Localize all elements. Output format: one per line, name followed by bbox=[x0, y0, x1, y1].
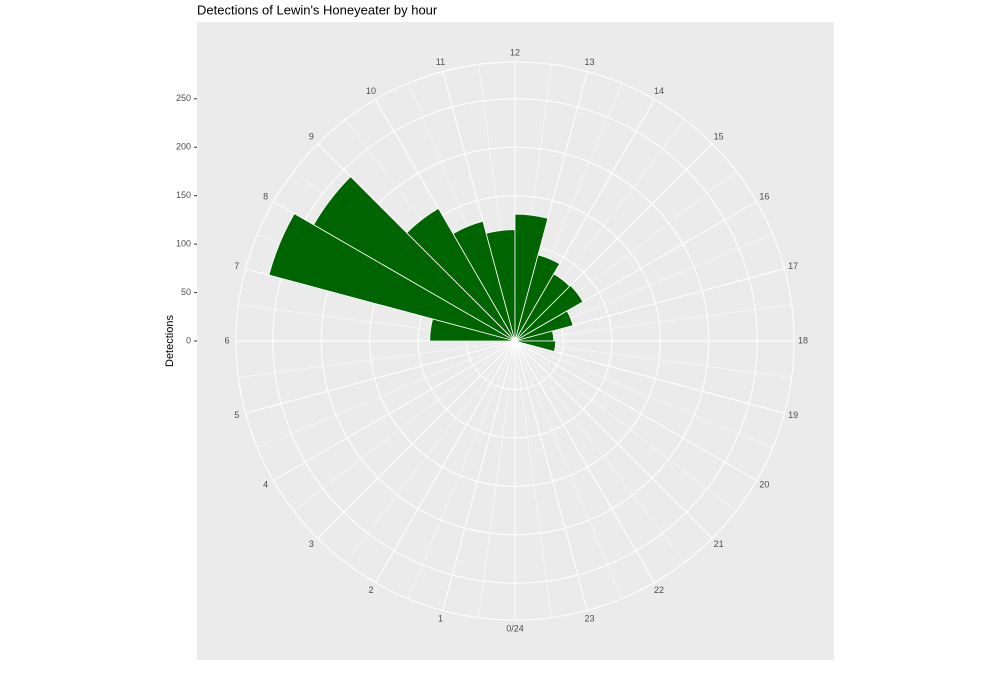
spoke bbox=[408, 340, 516, 599]
x-tick-label: 10 bbox=[366, 86, 376, 96]
spoke bbox=[514, 340, 773, 448]
x-tick-label: 12 bbox=[510, 47, 520, 57]
x-tick-label: 5 bbox=[234, 410, 239, 420]
x-tick-label: 6 bbox=[224, 335, 229, 345]
y-axis-label: Detections bbox=[164, 315, 176, 367]
bar bbox=[514, 340, 557, 353]
spoke bbox=[273, 340, 516, 481]
spoke bbox=[238, 340, 516, 378]
y-tick-label: 0 bbox=[186, 335, 191, 345]
spoke bbox=[375, 340, 516, 583]
bar bbox=[313, 176, 516, 342]
x-tick-label: 3 bbox=[309, 539, 314, 549]
y-tick-label: 50 bbox=[181, 287, 191, 297]
bar bbox=[452, 220, 516, 342]
chart-title: Detections of Lewin's Honeyeater by hour bbox=[197, 2, 438, 17]
spoke bbox=[293, 340, 516, 512]
spoke bbox=[245, 340, 516, 414]
spoke bbox=[514, 340, 552, 618]
x-tick-label: 20 bbox=[759, 479, 769, 489]
x-tick-label: 9 bbox=[309, 132, 314, 142]
y-tick-label: 200 bbox=[176, 142, 191, 152]
spoke bbox=[317, 340, 516, 539]
bar bbox=[268, 213, 516, 342]
x-tick-label: 11 bbox=[436, 57, 445, 67]
grid-circle bbox=[369, 195, 661, 487]
spoke bbox=[514, 340, 757, 481]
spoke bbox=[514, 340, 588, 611]
bar bbox=[514, 284, 584, 342]
x-tick-label: 16 bbox=[759, 191, 769, 201]
x-tick-label: 22 bbox=[654, 585, 664, 595]
y-tick-label: 150 bbox=[176, 190, 191, 200]
spoke bbox=[442, 340, 516, 611]
spoke bbox=[514, 304, 792, 342]
x-tick-label: 18 bbox=[798, 335, 808, 345]
spoke bbox=[514, 340, 655, 583]
spoke bbox=[257, 340, 516, 448]
x-tick-label: 1 bbox=[438, 614, 443, 624]
spoke bbox=[344, 340, 516, 563]
spoke bbox=[514, 340, 785, 414]
x-tick-label: 19 bbox=[788, 410, 798, 420]
y-tick-label: 250 bbox=[176, 93, 191, 103]
spoke bbox=[514, 340, 737, 512]
x-tick-label: 0/24 bbox=[506, 623, 524, 633]
spoke bbox=[514, 340, 792, 378]
x-tick-label: 13 bbox=[585, 57, 595, 67]
x-tick-label: 17 bbox=[788, 261, 798, 271]
x-tick-label: 7 bbox=[234, 261, 239, 271]
x-tick-label: 15 bbox=[714, 132, 724, 142]
spoke bbox=[478, 340, 516, 618]
bar bbox=[406, 207, 516, 342]
spoke bbox=[514, 340, 713, 539]
y-tick-label: 100 bbox=[176, 239, 191, 249]
x-tick-label: 4 bbox=[263, 479, 268, 489]
x-tick-label: 2 bbox=[368, 585, 373, 595]
x-tick-label: 23 bbox=[585, 614, 595, 624]
bar bbox=[514, 310, 574, 342]
x-tick-label: 14 bbox=[654, 86, 664, 96]
grid-circle bbox=[272, 98, 758, 584]
bar bbox=[514, 254, 561, 342]
x-tick-label: 21 bbox=[714, 539, 724, 549]
x-tick-label: 8 bbox=[263, 191, 268, 201]
grid-circle bbox=[320, 146, 710, 536]
outer-circle bbox=[235, 61, 795, 621]
spoke bbox=[514, 340, 622, 599]
spoke bbox=[514, 340, 686, 563]
